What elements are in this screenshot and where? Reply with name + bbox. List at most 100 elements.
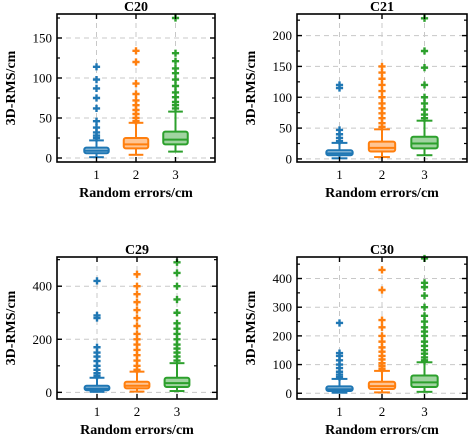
x-tick-label: 2 <box>379 167 386 182</box>
y-axis-label: 3D-RMS/cm <box>4 50 19 125</box>
outlier-marker <box>420 93 429 101</box>
outlier-marker <box>93 343 101 351</box>
outlier-marker <box>132 58 140 66</box>
outlier-marker <box>173 282 181 290</box>
outlier-marker <box>173 295 181 304</box>
y-tick-label: 200 <box>273 28 293 43</box>
x-tick-label: 3 <box>421 404 428 419</box>
x-tick-label: 1 <box>336 167 343 182</box>
outlier-marker <box>132 80 140 88</box>
box-series-3 <box>163 258 191 393</box>
outlier-marker <box>420 105 429 114</box>
chart-panel-c29: 0 200 400 1 2 3 C29 Random errors/cm 3D-RMS/cm <box>4 243 218 438</box>
outlier-marker <box>335 319 344 327</box>
y-tick-label: 0 <box>286 151 293 166</box>
x-tick-label: 2 <box>134 404 141 419</box>
x-axis-label: Random errors/cm <box>325 186 439 201</box>
x-tick-label: 3 <box>174 404 181 419</box>
box-series-2 <box>122 47 150 156</box>
box <box>122 137 150 150</box>
outlier-marker <box>420 303 429 311</box>
y-tick-label: 0 <box>286 386 293 401</box>
outlier-marker <box>420 279 429 287</box>
outlier-marker <box>173 309 181 317</box>
outlier-marker <box>378 266 386 274</box>
y-tick-label: 0 <box>46 151 53 166</box>
outlier-marker <box>335 81 344 89</box>
box <box>162 130 189 146</box>
box-series-1 <box>83 63 110 159</box>
box-series-1 <box>325 81 354 160</box>
y-tick-label: 200 <box>273 328 293 343</box>
y-tick-label: 400 <box>33 279 53 294</box>
x-tick-label: 1 <box>94 404 101 419</box>
y-axis-label: 3D-RMS/cm <box>244 50 259 125</box>
y-axis-label: 3D-RMS/cm <box>4 290 19 365</box>
outlier-marker <box>420 312 429 320</box>
outlier-marker <box>378 81 386 89</box>
outlier-marker <box>93 277 101 285</box>
outlier-marker <box>92 117 101 125</box>
outlier-marker <box>92 124 101 132</box>
y-tick-label: 150 <box>33 31 53 46</box>
outlier-marker <box>378 286 386 294</box>
outlier-marker <box>171 82 180 90</box>
y-tick-label: 200 <box>33 332 53 347</box>
outlier-marker <box>171 88 180 96</box>
outlier-marker <box>378 323 386 331</box>
y-tick-label: 400 <box>273 271 293 286</box>
box-series-3 <box>410 14 439 157</box>
outlier-marker <box>378 316 386 324</box>
outlier-marker <box>420 47 429 55</box>
chart-title: C29 <box>125 243 149 258</box>
outlier-marker <box>420 99 429 108</box>
chart-panel-c20: 0 50 100 150 1 2 3 C20 Random errors/cm 3D-RMS/cm <box>4 0 216 201</box>
y-tick-label: 100 <box>33 71 53 86</box>
outlier-marker <box>378 99 386 108</box>
outlier-marker <box>92 84 101 92</box>
box-series-2 <box>367 266 397 394</box>
outlier-marker <box>132 96 140 104</box>
x-axis-label: Random errors/cm <box>79 186 193 201</box>
x-axis-label: Random errors/cm <box>325 423 439 438</box>
outlier-marker <box>378 62 386 71</box>
y-tick-label: 150 <box>273 59 293 74</box>
y-tick-label: 0 <box>46 385 53 400</box>
x-tick-label: 3 <box>421 167 428 182</box>
outlier-marker <box>420 64 429 72</box>
outlier-marker <box>92 94 101 102</box>
outlier-marker <box>132 47 140 55</box>
outlier-marker <box>93 311 101 319</box>
outlier-marker <box>133 314 141 322</box>
outlier-marker <box>92 104 101 112</box>
outlier-marker <box>133 330 141 338</box>
box <box>367 140 397 153</box>
y-tick-label: 100 <box>273 90 293 105</box>
outlier-marker <box>378 68 386 77</box>
box <box>410 374 439 388</box>
outlier-marker <box>171 76 180 84</box>
x-tick-label: 3 <box>172 167 179 182</box>
outlier-marker <box>171 64 180 72</box>
box-series-3 <box>162 14 189 153</box>
x-tick-label: 2 <box>379 404 386 419</box>
outlier-marker <box>378 75 386 83</box>
x-tick-label: 1 <box>93 167 100 182</box>
x-axis-label: Random errors/cm <box>80 423 194 438</box>
chart-title: C20 <box>124 0 148 15</box>
x-tick-label: 2 <box>133 167 140 182</box>
outlier-marker <box>335 349 344 357</box>
y-tick-label: 300 <box>273 300 293 315</box>
outlier-marker <box>133 290 141 298</box>
outlier-marker <box>378 87 386 95</box>
box-series-1 <box>83 277 111 393</box>
chart-title: C30 <box>370 243 394 258</box>
outlier-marker <box>92 76 101 84</box>
chart-panel-c21: 0 50 100 150 200 1 2 3 C21 Random errors/cm 3D-RMS… <box>244 0 468 201</box>
outlier-marker <box>133 306 141 314</box>
outlier-marker <box>133 298 141 306</box>
box-series-1 <box>325 319 354 394</box>
outlier-marker <box>133 282 141 290</box>
outlier-marker <box>171 49 180 57</box>
